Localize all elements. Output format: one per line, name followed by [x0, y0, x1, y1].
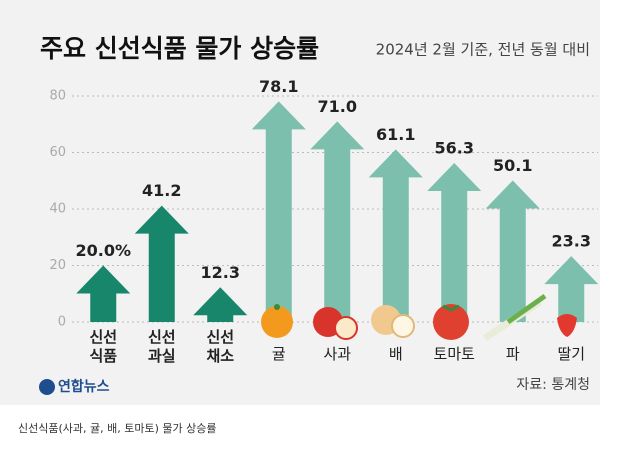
x-tick-label: 토마토 — [433, 345, 475, 363]
tangerine-leaf — [274, 304, 280, 310]
value-label: 23.3 — [552, 232, 591, 251]
value-label: 71.0 — [318, 97, 357, 116]
tangerine-icon — [261, 306, 293, 338]
arrow-bar — [485, 180, 540, 322]
arrow-bar — [427, 162, 482, 322]
y-tick-label: 20 — [49, 258, 66, 273]
x-tick-label: 귤 — [271, 345, 286, 363]
x-tick-label: 파 — [505, 345, 520, 363]
value-label: 50.1 — [493, 156, 532, 175]
arrow-bar — [193, 287, 248, 322]
arrow-bar — [76, 265, 131, 322]
logo: 연합뉴스 — [58, 378, 110, 395]
y-tick-label: 40 — [49, 202, 66, 217]
arrow-bar — [310, 121, 365, 322]
tomato-icon — [433, 304, 469, 340]
icons — [261, 293, 577, 341]
value-label: 12.3 — [201, 263, 240, 282]
tomato-leaf — [442, 304, 460, 312]
arrow-bar — [544, 256, 599, 322]
y-tick-label: 80 — [49, 89, 66, 104]
chart: 주요 신선식품 물가 상승률 2024년 2월 기준, 전년 동월 대비 0 20… — [39, 34, 599, 395]
y-tick-label: 60 — [49, 145, 66, 160]
arrow-bar — [368, 149, 423, 322]
pear-slice — [391, 314, 415, 338]
strawberry-icon — [557, 314, 577, 337]
x-tick-label: 신선 과실 — [147, 328, 176, 365]
x-tick-label: 배 — [388, 345, 403, 363]
arrow-bar — [251, 101, 306, 323]
caption: 신선식품(사과, 귤, 배, 토마토) 물가 상승률 — [18, 422, 217, 435]
chart-title: 주요 신선식품 물가 상승률 — [40, 34, 319, 63]
value-label: 78.1 — [259, 77, 298, 96]
value-label: 41.2 — [142, 181, 181, 200]
x-tick-label: 신선 채소 — [206, 328, 235, 365]
chart-subtitle: 2024년 2월 기준, 전년 동월 대비 — [376, 41, 590, 59]
value-label: 56.3 — [435, 138, 474, 157]
value-label: 20.0% — [75, 241, 131, 260]
arrow-bar — [134, 205, 189, 322]
x-tick-label: 신선 식품 — [89, 328, 118, 365]
onion-green — [506, 293, 547, 325]
x-tick-label: 딸기 — [557, 345, 586, 363]
x-tick-label: 사과 — [323, 345, 352, 363]
logo-mark — [39, 379, 55, 395]
y-tick-label: 0 — [58, 315, 66, 330]
source: 자료: 통계청 — [516, 377, 590, 393]
infographic: 주요 신선식품 물가 상승률 2024년 2월 기준, 전년 동월 대비 0 20… — [0, 0, 600, 405]
value-label: 61.1 — [376, 125, 415, 144]
apple-slice — [334, 316, 358, 340]
